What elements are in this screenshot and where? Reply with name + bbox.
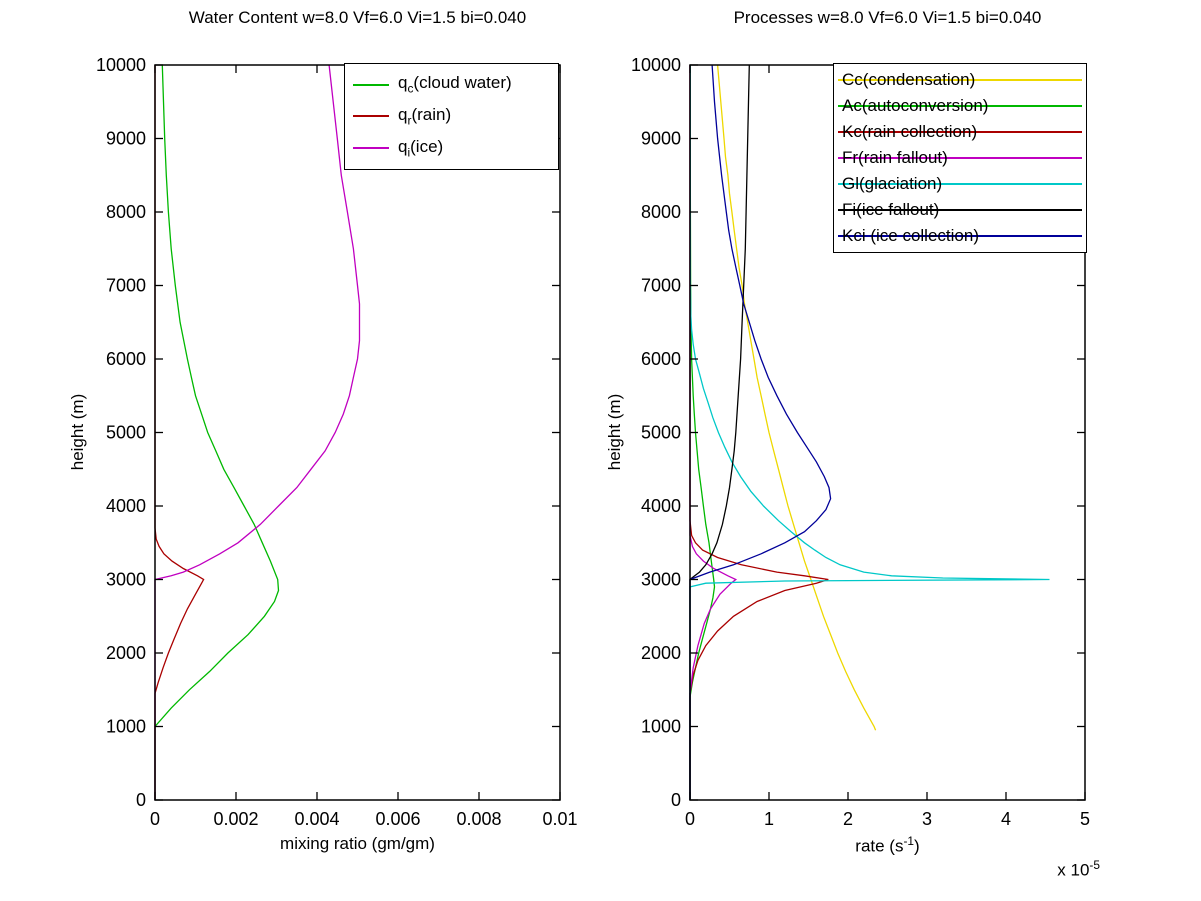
x-axis-scale-label: x 10-5 <box>985 858 1100 881</box>
legend-line-sample-qc <box>353 83 389 86</box>
legend-line-sample-Gl <box>838 183 1082 185</box>
axes-box <box>154 64 561 801</box>
legend-item-Cc: Cc(condensation) <box>834 70 1086 90</box>
left-chart-title: Water Content w=8.0 Vf=6.0 Vi=1.5 bi=0.0… <box>188 8 527 27</box>
legend-label-Fr: Fr(rain fallout) <box>842 148 948 167</box>
y-tick-label: 1000 <box>641 717 681 737</box>
left-y-axis-label: height (m) <box>68 393 87 471</box>
y-tick-label: 10000 <box>631 55 681 75</box>
right-y-axis-label: height (m) <box>605 393 624 471</box>
y-tick-label: 8000 <box>106 202 146 222</box>
y-tick-label: 3000 <box>106 570 146 590</box>
series-line-Gl <box>689 65 1050 800</box>
y-tick-label: 2000 <box>641 643 681 663</box>
legend-label-Ac: Ac(autoconversion) <box>842 96 989 115</box>
legend-item-Fr: Fr(rain fallout) <box>834 148 1086 168</box>
legend-line-sample-Kc <box>838 131 1082 133</box>
x-tick-label: 5 <box>1080 809 1090 829</box>
legend-item-Gl: Gl(glaciation) <box>834 174 1086 194</box>
series-line-Fr <box>689 65 738 800</box>
y-tick-label: 9000 <box>641 129 681 149</box>
legend-label-Fi: Fi(ice fallout) <box>842 200 940 219</box>
y-tick-label: 7000 <box>641 276 681 296</box>
series-line-qc <box>154 64 280 800</box>
legend-label-Kci: Kci (ice collection) <box>842 226 979 245</box>
legend-line-sample-Cc <box>838 79 1082 81</box>
x-tick-label: 0 <box>685 809 695 829</box>
series-line-Cc <box>716 64 877 731</box>
x-tick-label: 0.01 <box>542 809 577 829</box>
y-tick-label: 5000 <box>106 423 146 443</box>
right-legend: Cc(condensation) Ac(autoconversion) Kc(rai… <box>833 63 1087 253</box>
legend-item-qr: qr(rain) <box>345 105 558 128</box>
legend-line-sample-Fi <box>838 209 1082 211</box>
legend-line-sample-qr <box>353 115 389 118</box>
processes-plot: 0 1 2 3 4 5 0 1000 2000 3000 4000 5000 6000 7000 8000 9… <box>631 55 1090 829</box>
x-tick-label: 2 <box>843 809 853 829</box>
y-tick-label: 2000 <box>106 643 146 663</box>
legend-item-Ac: Ac(autoconversion) <box>834 96 1086 116</box>
y-tick-label: 5000 <box>641 423 681 443</box>
series-line-Fi <box>689 64 750 800</box>
legend-item-Kci: Kci (ice collection) <box>834 226 1086 246</box>
y-tick-label: 7000 <box>106 276 146 296</box>
y-tick-label: 10000 <box>96 55 146 75</box>
x-tick-label: 0.002 <box>213 809 258 829</box>
legend-item-Fi: Fi(ice fallout) <box>834 200 1086 220</box>
series-line-Kci <box>689 64 832 800</box>
legend-label-qi: qi(ice) <box>398 137 444 160</box>
x-tick-label: 0.006 <box>375 809 420 829</box>
legend-item-qi: qi(ice) <box>345 137 558 160</box>
left-legend: qc(cloud water) qr(rain) qi(ice) <box>344 63 559 170</box>
series-line-qi <box>154 64 361 800</box>
legend-label-qr: qr(rain) <box>398 105 452 128</box>
y-tick-label: 8000 <box>641 202 681 222</box>
x-tick-label: 3 <box>922 809 932 829</box>
x-tick-label: 0.004 <box>294 809 339 829</box>
legend-item-qc: qc(cloud water) <box>345 73 558 96</box>
water-content-plot: 0 0.002 0.004 0.006 0.008 0.01 0 1000 2000 3000 40… <box>96 55 578 829</box>
left-x-axis-label-text: mixing ratio (gm/gm) <box>280 834 435 853</box>
legend-label-Gl: Gl(glaciation) <box>842 174 943 193</box>
legend-label-Kc: Kc(rain collection) <box>842 122 978 141</box>
legend-item-Kc: Kc(rain collection) <box>834 122 1086 142</box>
y-tick-label: 3000 <box>641 570 681 590</box>
legend-line-sample-Ac <box>838 105 1082 107</box>
left-x-axis-label: mixing ratio (gm/gm) <box>155 834 560 854</box>
right-x-axis-label-close: ) <box>914 836 920 856</box>
legend-line-sample-Fr <box>838 157 1082 159</box>
legend-line-sample-qi <box>353 147 389 150</box>
y-tick-label: 4000 <box>641 496 681 516</box>
right-x-axis-label: rate (s-1) <box>690 834 1085 857</box>
legend-label-Cc: Cc(condensation) <box>842 70 976 89</box>
x-tick-label: 1 <box>764 809 774 829</box>
x-axis-scale-mantissa: x 10 <box>1057 860 1090 880</box>
y-tick-label: 0 <box>136 790 146 810</box>
y-tick-label: 6000 <box>641 349 681 369</box>
legend-line-sample-Kci <box>838 235 1082 237</box>
legend-label-qc: qc(cloud water) <box>398 73 512 96</box>
right-x-axis-label-exponent: -1 <box>903 834 915 848</box>
right-x-axis-label-text: rate (s <box>855 836 904 856</box>
y-tick-label: 4000 <box>106 496 146 516</box>
x-tick-label: 4 <box>1001 809 1011 829</box>
series-line-qr <box>154 65 205 800</box>
series-line-Ac <box>689 65 716 800</box>
y-tick-label: 9000 <box>106 129 146 149</box>
series-line-Kc <box>689 65 829 800</box>
y-tick-label: 6000 <box>106 349 146 369</box>
x-axis-scale-exponent: -5 <box>1089 858 1100 872</box>
x-tick-label: 0 <box>150 809 160 829</box>
y-tick-label: 0 <box>671 790 681 810</box>
x-tick-label: 0.008 <box>456 809 501 829</box>
right-chart-title: Processes w=8.0 Vf=6.0 Vi=1.5 bi=0.040 <box>733 8 1042 27</box>
y-tick-label: 1000 <box>106 717 146 737</box>
